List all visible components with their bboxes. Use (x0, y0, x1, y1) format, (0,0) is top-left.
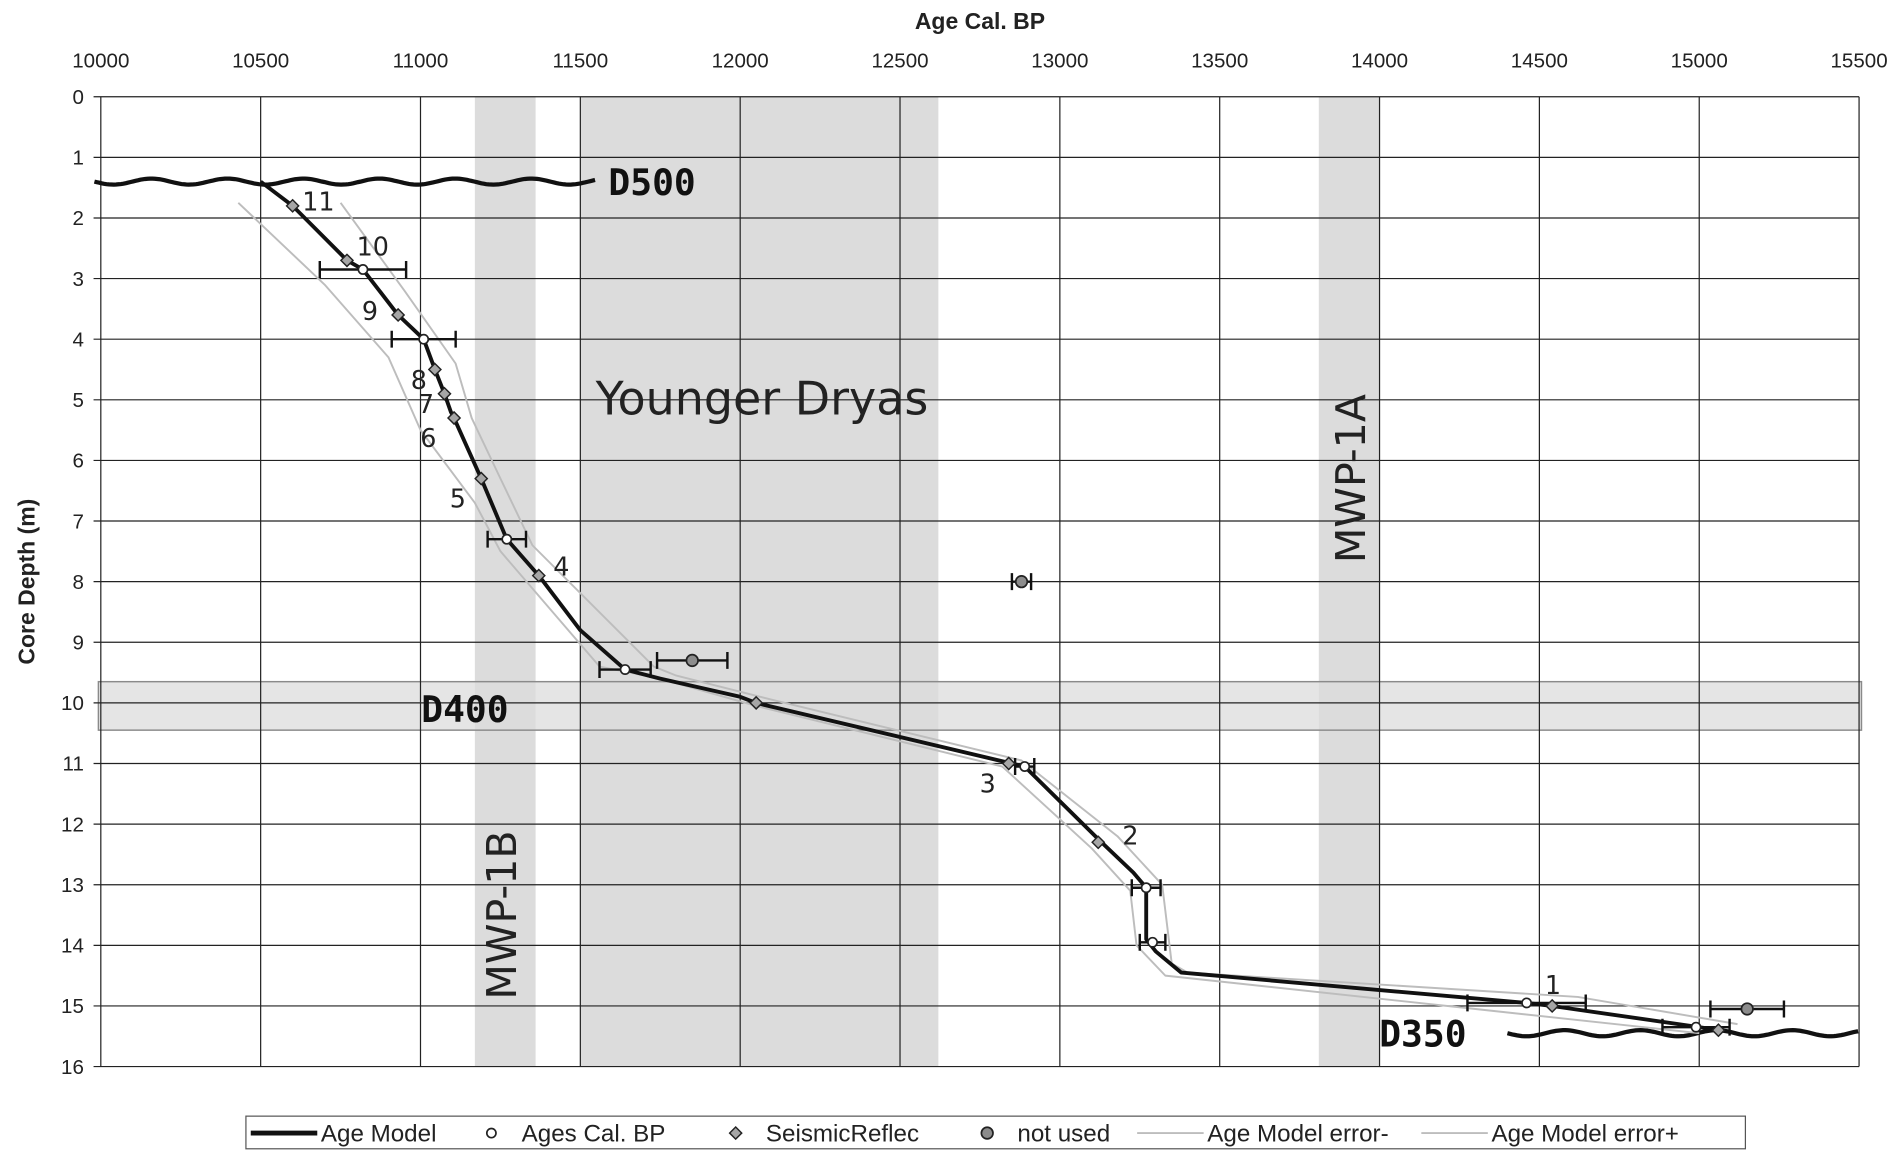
legend-label: not used (1017, 1121, 1110, 1148)
band-label: MWP-1B (478, 830, 526, 999)
circle-marker (685, 653, 699, 668)
diamond-marker (1001, 756, 1016, 771)
circle-marker (1140, 882, 1152, 894)
series-line (237, 202, 1700, 1035)
x-tick-label: 10000 (72, 50, 129, 73)
circle-marker (1690, 1021, 1702, 1033)
x-axis-title: Age Cal. BP (915, 8, 1045, 34)
series-line (339, 202, 1738, 1026)
diamond-marker (1711, 1023, 1726, 1038)
legend-label: Age Model (321, 1121, 437, 1148)
diamond-marker (427, 362, 442, 377)
diamond-marker (285, 198, 300, 213)
point-label: 8 (411, 365, 427, 395)
point-label: 9 (362, 296, 378, 326)
y-tick-label: 2 (72, 207, 83, 230)
y-tick-label: 14 (61, 935, 84, 958)
diamond-marker (531, 568, 546, 583)
y-tick-label: 3 (72, 268, 83, 291)
y-tick-label: 10 (61, 692, 84, 715)
x-tick-label: 15000 (1671, 50, 1728, 73)
x-tick-label: 11500 (553, 50, 609, 73)
x-tick-label: 11000 (393, 50, 449, 73)
horizon-line (93, 176, 596, 187)
y-tick-label: 13 (61, 874, 84, 897)
band-label: D400 (421, 688, 508, 731)
shaded-band (97, 680, 1863, 731)
x-tick-label: 14500 (1511, 50, 1568, 73)
point-label: 3 (980, 769, 996, 799)
horizon-label: D350 (1379, 1013, 1466, 1056)
legend-swatch (980, 1126, 994, 1140)
circle-marker (501, 533, 513, 545)
circle-marker (357, 264, 369, 275)
y-tick-label: 16 (61, 1056, 84, 1079)
x-tick-label: 13500 (1191, 50, 1248, 73)
diamond-marker (437, 386, 452, 401)
y-tick-label: 5 (72, 389, 83, 412)
diamond-marker (749, 695, 764, 710)
point-label: 4 (553, 552, 569, 582)
x-tick-label: 15500 (1830, 50, 1887, 73)
circle-marker (1521, 997, 1533, 1009)
y-tick-label: 1 (72, 147, 83, 170)
point-label: 6 (420, 423, 436, 453)
diamond-marker (1091, 835, 1106, 850)
x-tick-label: 10500 (232, 50, 289, 73)
x-tick-label: 13000 (1031, 50, 1088, 73)
y-tick-label: 11 (63, 753, 84, 776)
horizon-label: D500 (608, 161, 695, 204)
point-label: 2 (1122, 821, 1138, 851)
legend-label: Age Model error+ (1491, 1121, 1678, 1148)
y-tick-label: 15 (61, 995, 84, 1018)
legend-box (245, 1115, 1747, 1150)
y-tick-label: 7 (72, 510, 83, 533)
circle-marker (1147, 936, 1159, 948)
diamond-marker (474, 471, 489, 486)
y-tick-label: 4 (72, 328, 83, 351)
legend-label: Age Model error- (1207, 1121, 1388, 1148)
circle-marker (1014, 575, 1029, 589)
y-tick-label: 9 (72, 632, 83, 655)
x-tick-label: 12000 (712, 50, 769, 73)
circle-marker (619, 664, 631, 675)
horizon-line (1506, 1028, 1859, 1039)
legend-label: Ages Cal. BP (522, 1121, 666, 1148)
circle-marker (418, 333, 430, 345)
diamond-marker (339, 253, 355, 268)
y-tick-label: 8 (72, 571, 83, 594)
band-label: Younger Dryas (595, 371, 929, 425)
point-label: 5 (450, 484, 466, 514)
legend-swatch (728, 1125, 743, 1141)
circle-marker (1740, 1002, 1754, 1016)
y-tick-label: 6 (72, 450, 83, 473)
circle-marker (1019, 761, 1031, 772)
y-tick-label: 12 (61, 813, 84, 836)
y-tick-label: 0 (72, 86, 83, 109)
x-tick-label: 12500 (871, 50, 928, 73)
series-line (259, 180, 1719, 1033)
diamond-marker (446, 410, 462, 426)
point-label: 7 (418, 389, 434, 419)
diamond-marker (1545, 998, 1560, 1014)
x-tick-label: 14000 (1351, 50, 1408, 73)
legend-swatch (485, 1127, 497, 1139)
point-label: 1 (1545, 970, 1561, 1000)
diamond-marker (391, 307, 406, 323)
point-label: 10 (357, 232, 389, 262)
point-label: 11 (302, 187, 334, 217)
legend-label: SeismicReflec (766, 1121, 919, 1148)
y-axis-title: Core Depth (m) (13, 499, 39, 665)
band-label: MWP-1A (1327, 394, 1375, 563)
